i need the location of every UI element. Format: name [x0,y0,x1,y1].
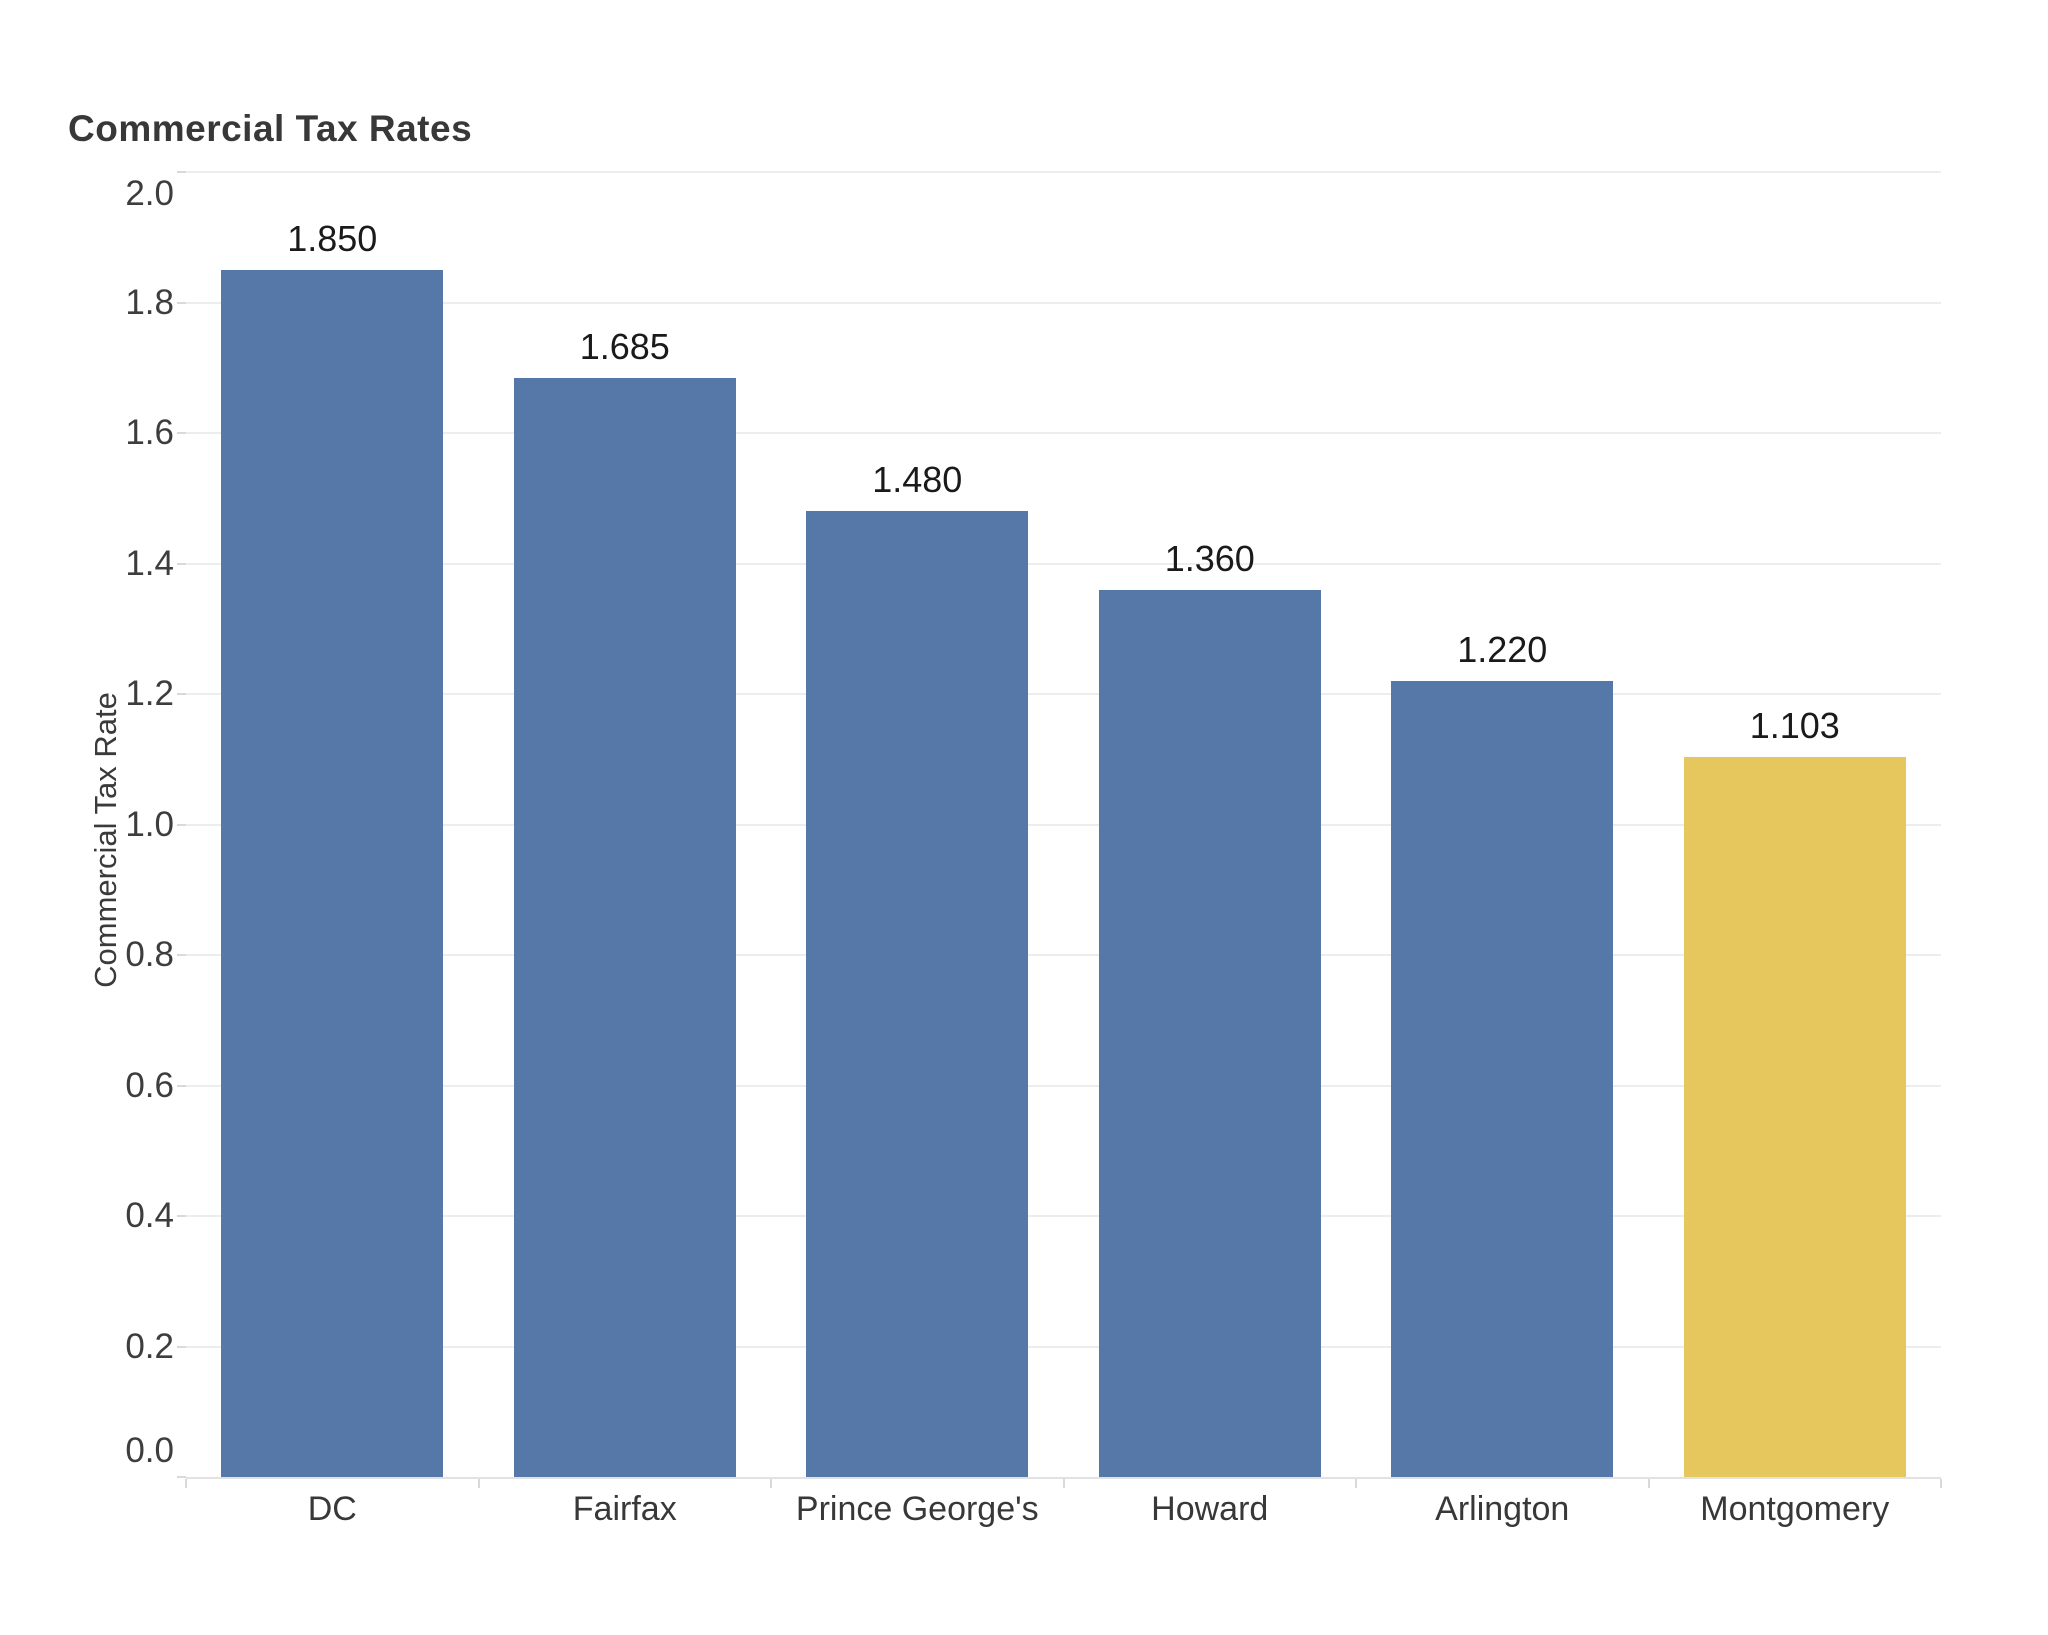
value-label-prince-george-s: 1.480 [872,459,963,501]
y-tick-label-0.4: 0.4 [125,1196,174,1235]
y-tick-mark-0.4 [177,1215,186,1217]
y-tick-label-1.2: 1.2 [125,674,174,713]
category-label-howard: Howard [1151,1490,1269,1528]
category-label-fairfax: Fairfax [572,1490,677,1528]
bar-prince-george-s [806,511,1029,1477]
y-tick-mark-0.6 [177,1084,186,1087]
y-tick-label-1.6: 1.6 [125,413,174,452]
y-tick-label-0.8: 0.8 [125,935,174,974]
y-tick-label-1.0: 1.0 [125,804,174,844]
y-tick-mark-1.2 [177,693,186,695]
gridline-1.2 [186,693,1941,695]
gridline-1.0 [186,823,1941,826]
value-label-dc: 1.850 [287,217,378,259]
x-axis-line [186,1477,1941,1479]
y-tick-label-1.4: 1.4 [125,543,174,583]
category-label-montgomery: Montgomery [1700,1490,1890,1528]
gridline-2.0 [186,171,1941,173]
chart-title: Commercial Tax Rates [68,108,473,149]
x-tick-mark-3 [1062,1479,1065,1488]
x-tick-mark-4 [1355,1479,1357,1488]
y-tick-mark-0.2 [177,1345,186,1348]
y-axis-title: Commercial Tax Rate [88,692,123,988]
value-label-howard: 1.360 [1164,537,1255,579]
value-label-montgomery: 1.103 [1749,705,1840,747]
bar-howard [1098,589,1321,1477]
y-tick-label-0.2: 0.2 [125,1326,174,1366]
value-label-arlington: 1.220 [1457,628,1548,670]
x-tick-mark-2 [770,1479,772,1488]
gridline-0.8 [186,954,1941,956]
y-tick-label-1.8: 1.8 [125,282,174,322]
y-tick-label-2.0: 2.0 [125,174,174,213]
x-tick-mark-1 [477,1479,480,1488]
gridline-1.4 [186,562,1941,565]
x-tick-mark-0 [185,1479,187,1488]
bar-arlington [1391,680,1614,1477]
category-label-arlington: Arlington [1435,1490,1570,1528]
gridline-0.6 [186,1084,1941,1087]
y-tick-label-0.6: 0.6 [125,1065,174,1105]
y-tick-mark-0.8 [177,954,186,956]
x-tick-mark-5 [1647,1479,1650,1488]
bar-fairfax [513,377,736,1477]
category-label-dc: DC [307,1490,357,1528]
y-tick-mark-1.8 [177,301,186,304]
gridline-1.6 [186,432,1941,434]
y-tick-mark-1.6 [177,432,186,434]
y-tick-mark-2.0 [177,171,186,173]
gridline-0.4 [186,1215,1941,1217]
x-tick-mark-6 [1940,1479,1942,1488]
y-tick-label-0.0: 0.0 [125,1431,174,1470]
y-tick-mark-0.0 [177,1476,186,1478]
gridline-1.8 [186,301,1941,304]
bar-dc [221,269,444,1477]
y-tick-mark-1.4 [177,562,186,565]
gridline-0.2 [186,1345,1941,1348]
value-label-fairfax: 1.685 [579,325,670,367]
category-label-prince-george-s: Prince George's [795,1490,1039,1528]
bar-montgomery [1683,757,1906,1477]
y-tick-mark-1.0 [177,823,186,826]
